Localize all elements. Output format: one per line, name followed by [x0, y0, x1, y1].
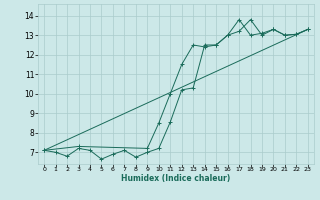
X-axis label: Humidex (Indice chaleur): Humidex (Indice chaleur) — [121, 174, 231, 183]
